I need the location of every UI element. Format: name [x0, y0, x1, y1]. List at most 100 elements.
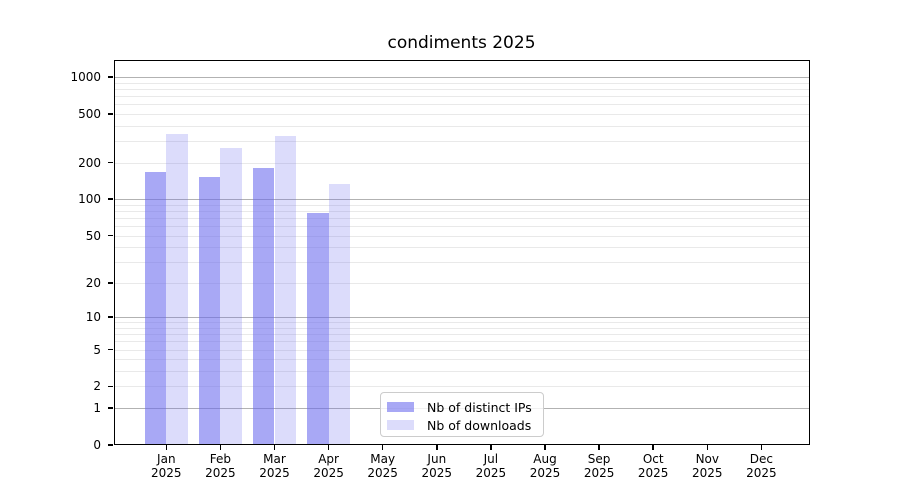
- minor-gridline: [113, 334, 810, 336]
- legend-swatch-distinct-ips: [387, 402, 414, 412]
- y-tick-mark: [108, 282, 113, 284]
- minor-gridline: [113, 327, 810, 329]
- minor-gridline: [113, 386, 810, 388]
- y-tick-label: 5: [93, 342, 101, 357]
- y-tick-label: 50: [85, 228, 101, 243]
- legend: Nb of distinct IPs Nb of downloads: [380, 392, 544, 437]
- legend-item-downloads: Nb of downloads: [387, 416, 536, 434]
- minor-gridline: [113, 125, 810, 127]
- minor-gridline: [113, 217, 810, 219]
- legend-label: Nb of distinct IPs: [427, 399, 532, 415]
- x-tick-mark: [760, 445, 763, 450]
- x-tick-label: Jan 2025: [134, 452, 198, 480]
- x-tick-month: Jul: [483, 452, 499, 466]
- x-tick-year: 2025: [692, 465, 723, 480]
- minor-gridline: [113, 282, 810, 284]
- x-tick-year: 2025: [205, 465, 236, 480]
- x-tick-year: 2025: [367, 465, 398, 480]
- bar-mar-series0: [253, 168, 275, 445]
- major-gridline: [113, 317, 810, 319]
- chart-title: condiments 2025: [387, 33, 536, 53]
- bar-mar-series1: [274, 135, 296, 445]
- x-tick-month: Apr: [318, 452, 339, 466]
- x-tick-mark: [436, 445, 438, 450]
- x-tick-month: Mar: [263, 452, 286, 466]
- minor-gridline: [113, 210, 810, 212]
- x-tick-month: Jun: [427, 452, 447, 466]
- bar-apr-series0: [307, 212, 329, 445]
- y-tick-label: 1000: [70, 70, 101, 84]
- minor-gridline: [113, 235, 810, 237]
- y-tick-mark: [108, 113, 113, 115]
- x-tick-year: 2025: [583, 465, 615, 480]
- legend-swatch-downloads: [387, 420, 414, 430]
- x-tick-label: Jun 2025: [405, 452, 469, 480]
- minor-gridline: [113, 371, 810, 373]
- y-tick-mark: [108, 198, 113, 200]
- x-tick-label: Feb 2025: [188, 452, 252, 480]
- minor-gridline: [113, 247, 810, 249]
- y-tick-mark: [108, 385, 113, 388]
- bar-feb-series0: [199, 176, 221, 445]
- y-tick-mark: [108, 161, 113, 164]
- x-tick-label: Aug 2025: [513, 452, 577, 480]
- x-tick-mark: [652, 445, 654, 450]
- y-tick-label: 0: [93, 438, 101, 452]
- x-tick-year: 2025: [259, 465, 290, 480]
- y-tick-mark: [108, 316, 113, 319]
- legend-label: Nb of downloads: [427, 417, 532, 433]
- y-tick-mark: [108, 348, 113, 351]
- bar-jan-series1: [166, 133, 188, 445]
- minor-gridline: [113, 88, 810, 90]
- y-tick-mark: [108, 407, 113, 409]
- x-tick-label: Oct 2025: [621, 452, 685, 480]
- y-tick-label: 100: [78, 192, 101, 207]
- x-tick-label: May 2025: [351, 452, 415, 480]
- bar-feb-series1: [220, 148, 242, 445]
- x-tick-year: 2025: [151, 465, 182, 480]
- x-tick-mark: [598, 445, 600, 450]
- minor-gridline: [113, 322, 810, 324]
- x-tick-mark: [273, 445, 276, 450]
- x-tick-month: Dec: [749, 452, 773, 466]
- y-tick-mark: [108, 76, 113, 78]
- y-tick-label: 200: [78, 155, 101, 170]
- x-tick-month: Sep: [587, 452, 611, 466]
- x-tick-year: 2025: [746, 465, 777, 480]
- x-tick-label: Sep 2025: [567, 452, 631, 480]
- x-tick-year: 2025: [421, 465, 453, 480]
- minor-gridline: [113, 349, 810, 351]
- major-gridline: [113, 77, 810, 78]
- x-tick-year: 2025: [637, 465, 669, 480]
- y-tick-label: 2: [93, 379, 101, 394]
- minor-gridline: [113, 82, 810, 84]
- x-tick-year: 2025: [529, 465, 561, 480]
- minor-gridline: [113, 341, 810, 343]
- minor-gridline: [113, 262, 810, 264]
- y-tick-mark: [108, 234, 113, 237]
- x-tick-month: Aug: [533, 452, 557, 466]
- x-tick-label: Apr 2025: [297, 452, 361, 480]
- x-tick-month: Feb: [209, 452, 232, 466]
- y-tick-label: 20: [85, 275, 101, 290]
- minor-gridline: [113, 141, 810, 142]
- x-tick-mark: [219, 445, 222, 450]
- x-tick-year: 2025: [475, 465, 507, 480]
- x-tick-label: Nov 2025: [675, 452, 739, 480]
- minor-gridline: [113, 95, 810, 97]
- bar-apr-series1: [328, 184, 350, 445]
- x-tick-mark: [544, 445, 546, 450]
- minor-gridline: [113, 204, 810, 206]
- y-tick-label: 1: [93, 401, 101, 416]
- minor-gridline: [113, 104, 810, 106]
- legend-item-distinct-ips: Nb of distinct IPs: [387, 398, 536, 416]
- x-tick-mark: [490, 445, 492, 450]
- x-tick-mark: [327, 445, 330, 450]
- minor-gridline: [113, 226, 810, 228]
- minor-gridline: [113, 113, 810, 115]
- y-tick-label: 10: [85, 310, 101, 325]
- x-tick-mark: [706, 445, 709, 450]
- x-tick-label: Jul 2025: [459, 452, 523, 480]
- x-tick-month: May: [370, 452, 396, 466]
